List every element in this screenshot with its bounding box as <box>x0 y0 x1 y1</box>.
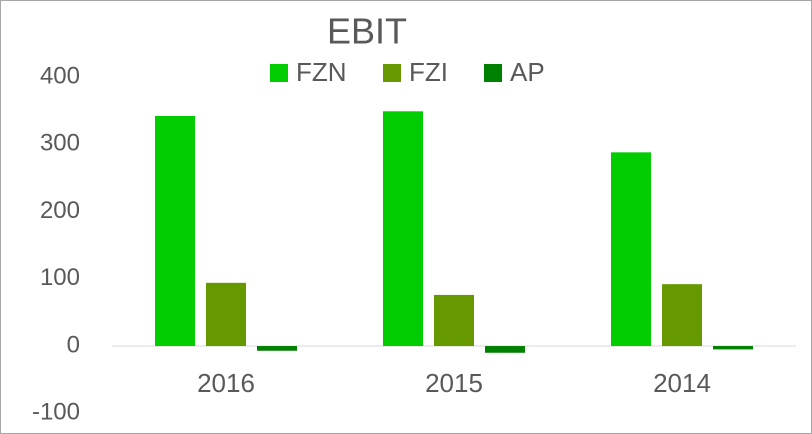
y-tick-label: 200 <box>40 197 80 224</box>
x-tick-label: 2015 <box>425 368 483 398</box>
bar <box>155 116 195 347</box>
legend-swatch <box>484 64 502 82</box>
bar <box>257 346 297 351</box>
bar <box>434 294 474 347</box>
legend-label: FZN <box>296 57 347 87</box>
y-tick-label: 400 <box>40 62 80 89</box>
y-tick-label: 0 <box>67 331 80 358</box>
legend-label: AP <box>510 57 545 87</box>
bar <box>662 284 702 347</box>
chart-title: EBIT <box>327 11 407 52</box>
bar <box>713 346 753 350</box>
bar <box>206 282 246 347</box>
y-tick-label: 100 <box>40 264 80 291</box>
x-tick-label: 2016 <box>197 368 255 398</box>
bar <box>383 111 423 347</box>
bar <box>611 152 651 347</box>
y-tick-label: -100 <box>32 399 80 426</box>
legend-label: FZI <box>409 57 448 87</box>
legend-swatch <box>270 64 288 82</box>
x-tick-label: 2014 <box>653 368 711 398</box>
y-tick-label: 300 <box>40 130 80 157</box>
bar <box>485 346 525 353</box>
legend-swatch <box>383 64 401 82</box>
